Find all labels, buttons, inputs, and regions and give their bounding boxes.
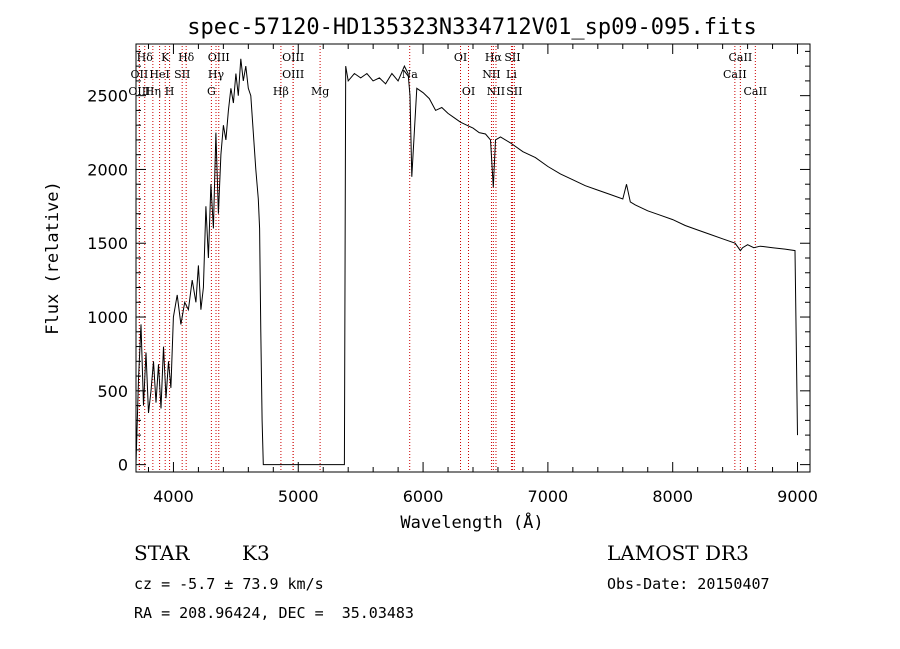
spectral-line-label: OII xyxy=(131,68,149,81)
x-tick-label: 9000 xyxy=(777,487,818,506)
plot-frame xyxy=(135,43,811,473)
spectral-line-label: OIII xyxy=(128,85,150,98)
spectral-line-label: CaII xyxy=(729,51,753,64)
spectral-line-label: OIII xyxy=(208,51,230,64)
coordinates-readout: RA = 208.96424, DEC = 35.03483 xyxy=(134,604,414,622)
y-axis-label: Flux (relative) xyxy=(43,181,63,335)
spectral-line-label: Hγ xyxy=(208,68,225,81)
spectral-line-label: Na xyxy=(402,68,419,81)
y-axis: 0 500 1000 1500 2000 2500 xyxy=(87,50,810,475)
x-axis-label: Wavelength (Å) xyxy=(400,511,543,533)
spectrum-line xyxy=(135,58,798,466)
x-tick-label: 6000 xyxy=(403,487,444,506)
spectral-line-label: HeI xyxy=(149,68,169,81)
y-tick-label: 1500 xyxy=(87,234,128,253)
spectral-line-label: Hη xyxy=(145,85,161,98)
line-labels: Hδ OII OIII K HeI Hη SII H Hδ OIII Hγ G OIII OIII Hβ Mg… xyxy=(128,51,767,98)
spectral-line-label: Li xyxy=(506,68,517,81)
spectral-line-label: Hδ xyxy=(178,51,195,64)
x-tick-label: 5000 xyxy=(278,487,319,506)
survey-name: LAMOST DR3 xyxy=(607,541,749,565)
spectral-line-label: CaII xyxy=(723,68,747,81)
spectral-line-label: OI xyxy=(454,51,467,64)
chart-title: spec-57120-HD135323N334712V01_sp09-095.f… xyxy=(187,15,757,40)
x-tick-label: 4000 xyxy=(153,487,194,506)
object-subclass: K3 xyxy=(242,541,270,565)
y-tick-label: 0 xyxy=(118,456,128,475)
spectral-line-label: OIII xyxy=(282,51,304,64)
spectral-line-label: OI xyxy=(462,85,475,98)
spectral-line-label: Hβ xyxy=(273,85,289,98)
obs-date: Obs-Date: 20150407 xyxy=(607,575,770,593)
y-tick-label: 2500 xyxy=(87,87,128,106)
spectral-line-label: SII xyxy=(506,85,522,98)
object-type: STAR xyxy=(134,541,190,565)
y-tick-label: 1000 xyxy=(87,308,128,327)
spectral-line-label: Hα xyxy=(485,51,503,64)
spectral-line-label: NII xyxy=(487,85,505,98)
spectral-line-label: K xyxy=(161,51,170,64)
spectral-line-label: CaII xyxy=(743,85,767,98)
x-tick-label: 8000 xyxy=(652,487,693,506)
y-tick-label: 2000 xyxy=(87,160,128,179)
spectral-line-label: H xyxy=(165,85,175,98)
x-tick-label: 7000 xyxy=(528,487,569,506)
x-axis: 4000 5000 6000 7000 8000 9000 xyxy=(147,44,818,506)
spectral-line-label: SII xyxy=(504,51,520,64)
spectral-line-label: G xyxy=(207,85,216,98)
spectral-line-label: Mg xyxy=(311,85,329,98)
spectral-line-label: SII xyxy=(174,68,190,81)
spectral-line-label: Hδ xyxy=(137,51,154,64)
redshift-readout: cz = -5.7 ± 73.9 km/s xyxy=(134,575,324,593)
spectral-line-label: OIII xyxy=(282,68,304,81)
line-markers xyxy=(138,46,756,472)
y-tick-label: 500 xyxy=(97,382,128,401)
spectral-line-label: NII xyxy=(482,68,500,81)
